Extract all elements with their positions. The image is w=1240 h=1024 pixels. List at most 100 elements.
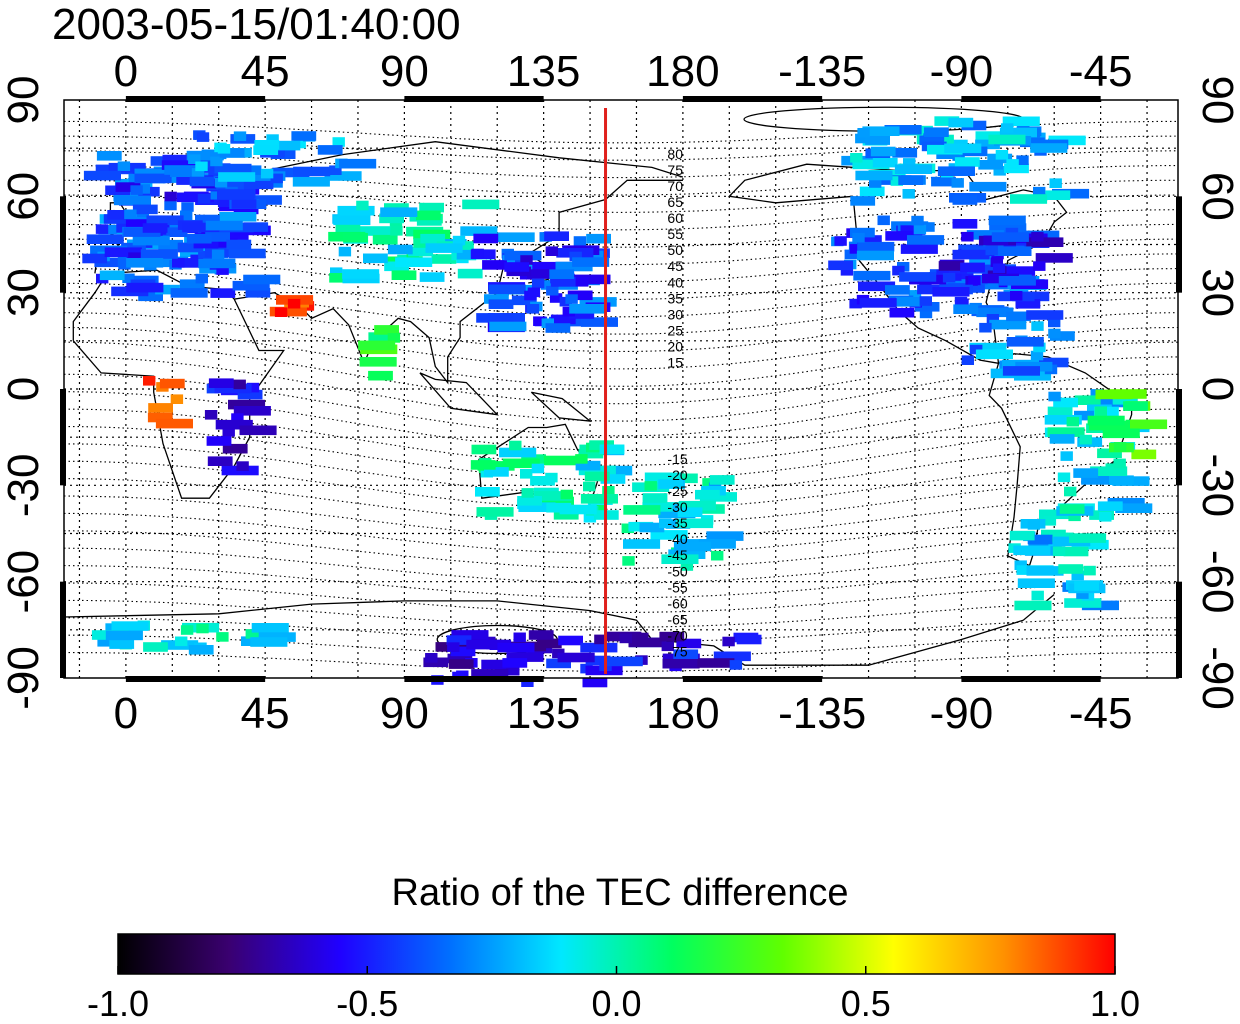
tec-cell bbox=[195, 161, 208, 172]
colorbar-tick-label: -1.0 bbox=[87, 983, 149, 1024]
tec-cell bbox=[236, 179, 274, 190]
tec-cell bbox=[1074, 395, 1112, 405]
tec-cell bbox=[536, 638, 562, 649]
tec-cell bbox=[196, 132, 210, 142]
tec-cell bbox=[999, 127, 1037, 138]
tec-cell bbox=[228, 248, 266, 259]
tec-cell bbox=[83, 170, 121, 181]
tec-cell bbox=[170, 394, 184, 404]
tec-cell bbox=[222, 427, 235, 437]
tec-cell bbox=[711, 550, 724, 561]
tec-cell bbox=[105, 630, 143, 641]
tec-cell bbox=[527, 269, 552, 279]
contour-label: -20 bbox=[667, 467, 687, 483]
tec-cell bbox=[1048, 317, 1061, 328]
tec-cell bbox=[1071, 570, 1084, 581]
tec-cell bbox=[900, 225, 926, 235]
tec-cell bbox=[126, 258, 164, 268]
coastline bbox=[530, 391, 593, 422]
tec-cell bbox=[943, 274, 981, 285]
tec-cell bbox=[293, 166, 331, 177]
tec-cell bbox=[1112, 395, 1138, 405]
tec-cell bbox=[1014, 371, 1052, 381]
tec-cell bbox=[573, 274, 611, 285]
tec-cell bbox=[969, 342, 1007, 353]
tec-cell bbox=[115, 182, 141, 192]
tec-cell bbox=[107, 210, 133, 220]
tec-cell bbox=[251, 623, 289, 633]
tec-cell bbox=[862, 126, 900, 136]
tec-cell bbox=[258, 632, 296, 642]
tec-cell bbox=[558, 635, 583, 646]
x-tick-label-bottom: -135 bbox=[778, 689, 866, 738]
tec-cell bbox=[602, 486, 615, 496]
tec-cell bbox=[894, 164, 932, 174]
tec-cell bbox=[1043, 516, 1057, 526]
tec-cell bbox=[231, 199, 257, 209]
tec-cell bbox=[621, 523, 634, 534]
tec-cell bbox=[123, 227, 161, 237]
tec-cell bbox=[94, 257, 132, 268]
contour-label: 15 bbox=[667, 355, 683, 371]
contour-line bbox=[64, 460, 1178, 510]
tec-cell bbox=[658, 479, 683, 489]
tec-cell bbox=[431, 254, 457, 264]
tec-cell bbox=[518, 502, 556, 512]
tec-cell bbox=[557, 652, 595, 663]
tec-cell bbox=[859, 186, 885, 197]
tec-cell bbox=[198, 258, 236, 269]
contour-label: 60 bbox=[667, 210, 683, 226]
tec-cell bbox=[176, 192, 214, 203]
tec-cell bbox=[898, 175, 924, 185]
tec-cell bbox=[125, 219, 151, 229]
tec-cell bbox=[644, 481, 657, 491]
contour-label: 35 bbox=[667, 290, 683, 306]
tec-cell bbox=[545, 323, 571, 333]
tec-cell bbox=[233, 379, 246, 390]
tec-cell bbox=[329, 273, 354, 283]
tec-cell bbox=[569, 304, 607, 314]
tec-cell bbox=[180, 210, 193, 221]
tec-cell bbox=[985, 245, 998, 256]
tec-cell bbox=[497, 642, 535, 653]
tec-cell bbox=[1097, 448, 1122, 459]
tec-cell bbox=[104, 247, 142, 257]
contour-label: 50 bbox=[667, 242, 683, 258]
tec-cell bbox=[995, 150, 1009, 160]
tec-cell bbox=[580, 642, 618, 653]
tec-cell bbox=[250, 637, 288, 647]
tec-cell bbox=[206, 383, 220, 394]
x-tick-label-bottom: -45 bbox=[1069, 689, 1133, 738]
y-tick-label-right: 90 bbox=[1193, 76, 1240, 125]
tec-cell bbox=[228, 399, 266, 410]
tec-cell bbox=[840, 266, 854, 276]
tec-cell bbox=[702, 478, 715, 488]
tec-cell bbox=[642, 493, 668, 503]
tec-cell bbox=[214, 163, 252, 174]
y-tick-label-right: 60 bbox=[1193, 172, 1240, 221]
tec-cell bbox=[1069, 533, 1107, 543]
tec-cell bbox=[914, 302, 940, 312]
y-tick-label-left: 90 bbox=[0, 76, 48, 125]
scale-bar-left bbox=[60, 581, 66, 678]
tec-cell bbox=[1035, 253, 1073, 263]
tec-cell bbox=[850, 153, 863, 163]
tec-cell bbox=[245, 288, 271, 298]
tec-cell bbox=[191, 168, 205, 178]
tec-cell bbox=[991, 232, 1029, 242]
tec-cell bbox=[954, 157, 980, 167]
tec-cell bbox=[884, 125, 922, 135]
tec-cell bbox=[156, 257, 182, 268]
tec-cell bbox=[172, 258, 185, 268]
tec-cell bbox=[549, 269, 575, 279]
tec-cell bbox=[978, 160, 1004, 170]
tec-cell bbox=[575, 460, 601, 471]
tec-cell bbox=[892, 265, 905, 276]
tec-cell bbox=[869, 178, 882, 188]
tec-cell bbox=[536, 496, 574, 507]
tec-cell bbox=[988, 134, 1026, 145]
tec-cell bbox=[447, 653, 473, 664]
tec-cell bbox=[1033, 342, 1046, 353]
scale-bar-right bbox=[1176, 389, 1182, 486]
tec-cell bbox=[1099, 512, 1112, 522]
